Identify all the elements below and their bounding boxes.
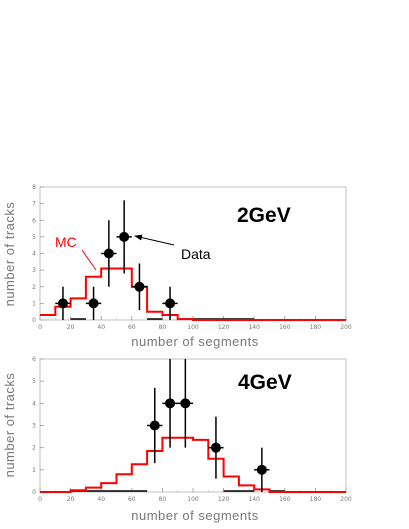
x-axis-ticks-2gev: 0 20 40 60 80 100 120 140 160 180 200 bbox=[38, 316, 352, 331]
y-tick-label: 0 bbox=[32, 317, 36, 324]
x-tick-label: 60 bbox=[128, 496, 136, 503]
panel-2gev: 0 1 2 3 4 5 6 7 8 0 20 40 60 80 100 120 140 160 180 200 2G… bbox=[2, 184, 352, 349]
y-tick-label: 4 bbox=[32, 251, 36, 258]
y-tick-label: 1 bbox=[32, 300, 36, 307]
y-tick-label: 5 bbox=[32, 378, 36, 385]
data-point bbox=[165, 398, 176, 409]
x-tick-label: 100 bbox=[187, 496, 199, 503]
x-tick-label: 160 bbox=[279, 496, 291, 503]
x-tick-label: 140 bbox=[248, 324, 260, 331]
y-tick-label: 8 bbox=[32, 184, 36, 191]
y-axis-ticks-2gev: 0 1 2 3 4 5 6 7 8 bbox=[32, 184, 44, 324]
y-tick-label: 6 bbox=[32, 356, 36, 363]
x-tick-label: 0 bbox=[38, 324, 42, 331]
x-tick-label: 80 bbox=[159, 324, 167, 331]
y-tick-label: 2 bbox=[32, 284, 36, 291]
data-point bbox=[134, 281, 145, 292]
x-axis-label-2gev: number of segments bbox=[131, 334, 259, 349]
data-point bbox=[119, 231, 130, 242]
data-point bbox=[256, 464, 267, 475]
data-point bbox=[103, 248, 114, 259]
x-axis-label-4gev: number of segments bbox=[131, 508, 259, 523]
x-tick-label: 200 bbox=[340, 324, 352, 331]
x-tick-label: 120 bbox=[218, 496, 230, 503]
y-tick-label: 1 bbox=[32, 467, 36, 474]
data-point bbox=[57, 298, 68, 309]
data-point bbox=[88, 298, 99, 309]
y-tick-label: 5 bbox=[32, 234, 36, 241]
x-tick-label: 100 bbox=[187, 324, 199, 331]
mc-histogram-2gev bbox=[40, 267, 346, 321]
y-axis-label-4gev: number of tracks bbox=[2, 373, 17, 478]
x-tick-label: 180 bbox=[310, 496, 322, 503]
x-tick-label: 0 bbox=[38, 496, 42, 503]
panel-4gev: 0 1 2 3 4 5 6 0 20 40 60 80 100 120 140 160 180 200 4GeV… bbox=[2, 356, 352, 523]
data-point bbox=[165, 298, 176, 309]
y-tick-label: 3 bbox=[32, 423, 36, 430]
x-tick-label: 20 bbox=[67, 324, 75, 331]
x-tick-label: 20 bbox=[67, 496, 75, 503]
x-tick-label: 40 bbox=[97, 324, 105, 331]
data-points-2gev bbox=[55, 200, 178, 320]
x-tick-label: 40 bbox=[97, 496, 105, 503]
energy-label-2gev: 2GeV bbox=[237, 204, 291, 227]
x-tick-label: 200 bbox=[340, 496, 352, 503]
x-tick-label: 180 bbox=[310, 324, 322, 331]
data-annotation-arrow bbox=[134, 234, 175, 246]
y-axis-label-2gev: number of tracks bbox=[2, 202, 17, 307]
mc-annotation: MC bbox=[55, 234, 77, 250]
y-tick-label: 2 bbox=[32, 445, 36, 452]
data-annotation: Data bbox=[181, 246, 211, 262]
y-tick-label: 4 bbox=[32, 400, 36, 407]
x-tick-label: 140 bbox=[248, 496, 260, 503]
data-point bbox=[180, 398, 191, 409]
mc-annotation-arrow bbox=[81, 249, 97, 271]
data-point bbox=[149, 420, 160, 431]
data-point bbox=[210, 442, 221, 453]
x-tick-label: 80 bbox=[159, 496, 167, 503]
mc-histogram-4gev bbox=[40, 436, 346, 493]
y-tick-label: 3 bbox=[32, 267, 36, 274]
y-tick-label: 0 bbox=[32, 489, 36, 496]
y-tick-label: 6 bbox=[32, 217, 36, 224]
plot-frame-4gev bbox=[39, 358, 347, 493]
y-tick-label: 7 bbox=[32, 201, 36, 208]
x-tick-label: 60 bbox=[128, 324, 136, 331]
energy-label-4gev: 4GeV bbox=[238, 371, 292, 394]
y-axis-ticks-4gev: 0 1 2 3 4 5 6 bbox=[32, 356, 44, 496]
x-tick-label: 160 bbox=[279, 324, 291, 331]
x-tick-label: 120 bbox=[218, 324, 230, 331]
data-points-4gev bbox=[147, 359, 270, 492]
